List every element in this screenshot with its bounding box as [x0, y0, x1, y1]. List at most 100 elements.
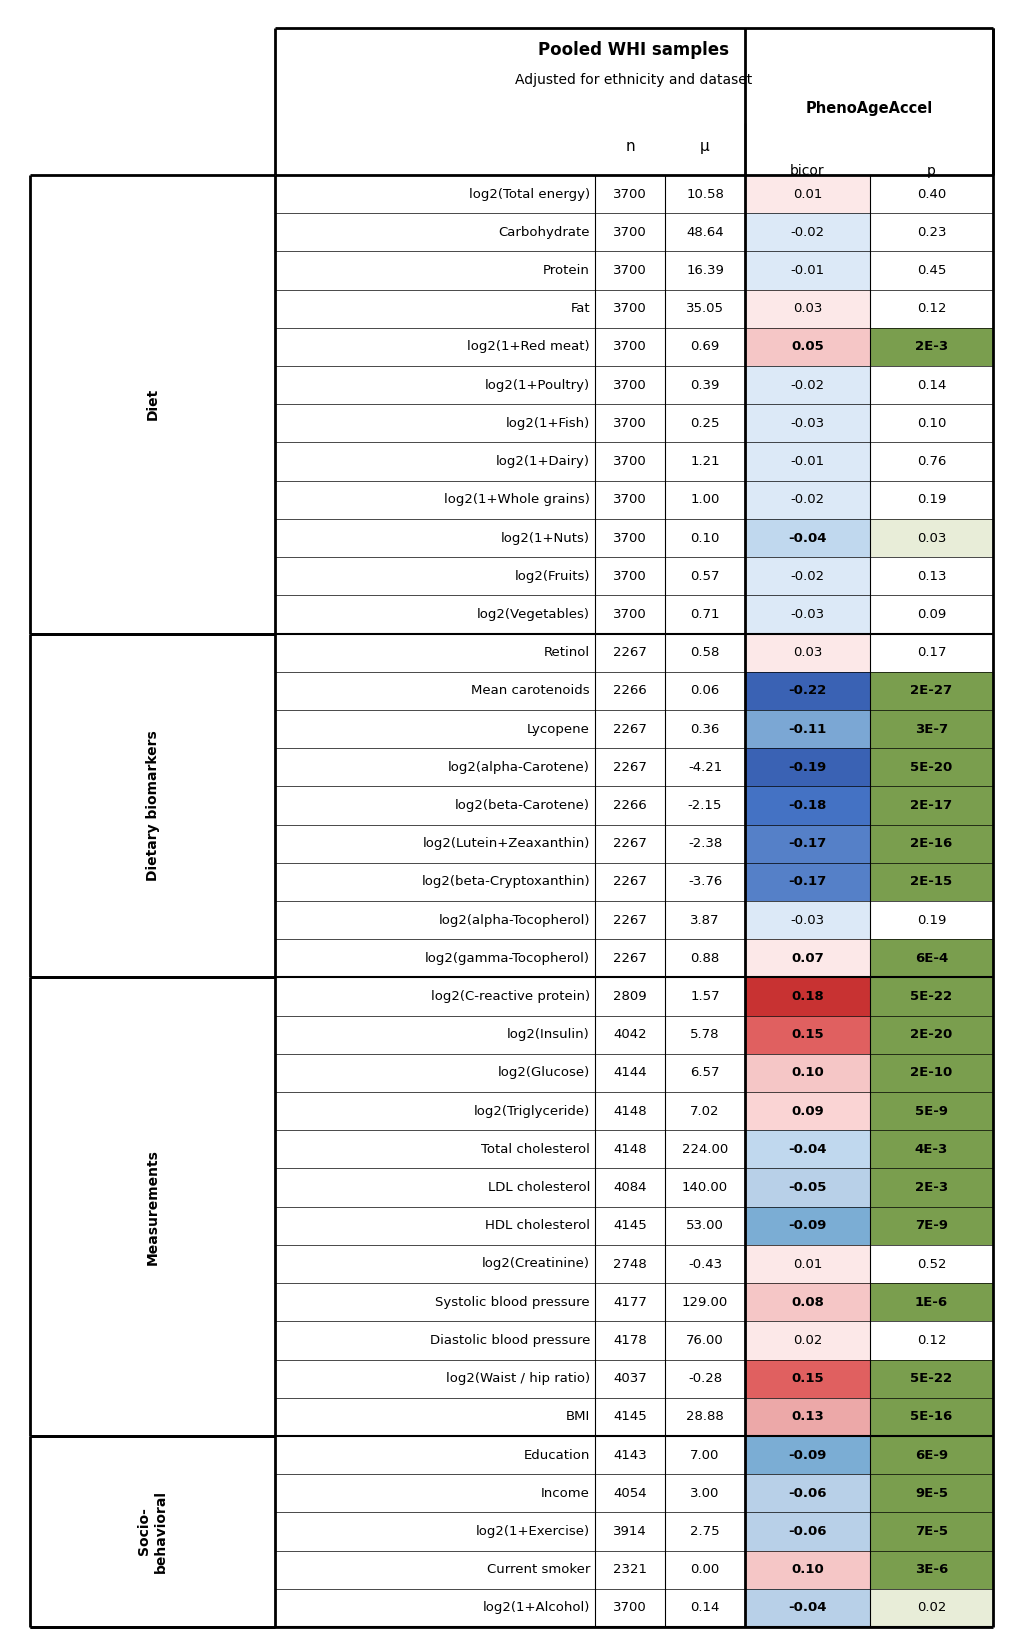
Bar	[275, 1207, 744, 1244]
Bar	[869, 558, 993, 595]
Text: 28.88: 28.88	[686, 1411, 723, 1424]
Text: 0.23: 0.23	[916, 226, 946, 239]
Bar	[275, 938, 744, 978]
Text: 0.05: 0.05	[791, 340, 823, 353]
Text: 76.00: 76.00	[686, 1334, 723, 1347]
Bar	[869, 1055, 993, 1092]
Bar	[275, 1512, 744, 1550]
Text: n: n	[625, 139, 634, 154]
Bar	[869, 1015, 993, 1055]
Bar	[869, 1130, 993, 1169]
Text: 2E-3: 2E-3	[914, 340, 947, 353]
Text: 0.09: 0.09	[916, 608, 946, 621]
Bar	[275, 1283, 744, 1321]
Text: 2E-15: 2E-15	[910, 875, 952, 888]
Bar	[869, 404, 993, 443]
Text: 0.07: 0.07	[791, 952, 823, 965]
Text: 3700: 3700	[612, 531, 646, 544]
Text: 0.45: 0.45	[916, 263, 946, 276]
Text: Current smoker: Current smoker	[486, 1563, 589, 1576]
Text: 4145: 4145	[612, 1411, 646, 1424]
Text: 4084: 4084	[612, 1180, 646, 1194]
Text: 2E-10: 2E-10	[910, 1066, 952, 1079]
Bar	[744, 749, 869, 786]
Text: -0.04: -0.04	[788, 1143, 826, 1156]
Text: 0.13: 0.13	[791, 1411, 823, 1424]
Bar	[869, 672, 993, 710]
Bar	[275, 558, 744, 595]
Text: 224.00: 224.00	[682, 1143, 728, 1156]
Text: Fat: Fat	[570, 302, 589, 316]
Bar	[869, 1169, 993, 1207]
Text: 0.09: 0.09	[791, 1105, 823, 1118]
Bar	[744, 672, 869, 710]
Text: 4148: 4148	[612, 1105, 646, 1118]
Text: 0.17: 0.17	[916, 646, 946, 659]
Bar	[744, 1092, 869, 1130]
Text: 0.10: 0.10	[791, 1563, 823, 1576]
Bar	[869, 329, 993, 366]
Text: -3.76: -3.76	[687, 875, 721, 888]
Bar	[30, 978, 275, 1436]
Text: 129.00: 129.00	[682, 1295, 728, 1308]
Text: 2E-17: 2E-17	[910, 800, 952, 813]
Bar	[744, 595, 869, 633]
Bar	[275, 786, 744, 824]
Text: 10.58: 10.58	[686, 188, 723, 201]
Bar	[869, 633, 993, 672]
Text: Dietary biomarkers: Dietary biomarkers	[146, 731, 159, 881]
Bar	[869, 1360, 993, 1398]
Text: 4143: 4143	[612, 1449, 646, 1462]
Bar	[744, 1244, 869, 1283]
Text: -0.04: -0.04	[788, 1601, 826, 1614]
Bar	[744, 901, 869, 938]
Bar	[275, 863, 744, 901]
Text: log2(Total energy): log2(Total energy)	[469, 188, 589, 201]
Text: 1E-6: 1E-6	[914, 1295, 947, 1308]
Text: 0.10: 0.10	[690, 531, 719, 544]
Text: 0.01: 0.01	[792, 188, 821, 201]
Text: 3700: 3700	[612, 569, 646, 582]
Text: -0.04: -0.04	[788, 531, 826, 544]
Bar	[275, 901, 744, 938]
Text: 0.13: 0.13	[916, 569, 946, 582]
Text: 0.10: 0.10	[791, 1066, 823, 1079]
Bar	[744, 824, 869, 863]
Text: log2(Creatinine): log2(Creatinine)	[482, 1257, 589, 1270]
Text: -0.05: -0.05	[788, 1180, 825, 1194]
Text: 3700: 3700	[612, 226, 646, 239]
Text: -0.22: -0.22	[788, 685, 825, 698]
Bar	[869, 289, 993, 329]
Text: 4145: 4145	[612, 1220, 646, 1233]
Text: 0.71: 0.71	[690, 608, 719, 621]
Text: 0.25: 0.25	[690, 417, 719, 430]
Text: Pooled WHI samples: Pooled WHI samples	[538, 41, 729, 59]
Text: 4177: 4177	[612, 1295, 646, 1308]
Bar	[869, 1092, 993, 1130]
Bar	[275, 518, 744, 558]
Text: log2(beta-Cryptoxanthin): log2(beta-Cryptoxanthin)	[421, 875, 589, 888]
Text: Lycopene: Lycopene	[527, 723, 589, 736]
Text: log2(Triglyceride): log2(Triglyceride)	[473, 1105, 589, 1118]
Text: log2(alpha-Tocopherol): log2(alpha-Tocopherol)	[438, 914, 589, 927]
Bar	[275, 824, 744, 863]
Text: 3700: 3700	[612, 263, 646, 276]
Text: -0.02: -0.02	[790, 494, 823, 507]
Bar	[275, 329, 744, 366]
Text: μ: μ	[699, 139, 709, 154]
Bar	[869, 710, 993, 749]
Bar	[275, 1092, 744, 1130]
Bar	[744, 938, 869, 978]
Text: 0.40: 0.40	[916, 188, 946, 201]
Bar	[869, 1589, 993, 1627]
Text: Total cholesterol: Total cholesterol	[481, 1143, 589, 1156]
Bar	[744, 443, 869, 481]
Text: 0.69: 0.69	[690, 340, 719, 353]
Text: log2(1+Alcohol): log2(1+Alcohol)	[482, 1601, 589, 1614]
Text: 0.15: 0.15	[791, 1372, 823, 1385]
Text: 2267: 2267	[612, 646, 646, 659]
Bar	[275, 672, 744, 710]
Text: -0.17: -0.17	[788, 875, 825, 888]
Text: 1.21: 1.21	[690, 455, 719, 468]
Text: 0.03: 0.03	[792, 646, 821, 659]
